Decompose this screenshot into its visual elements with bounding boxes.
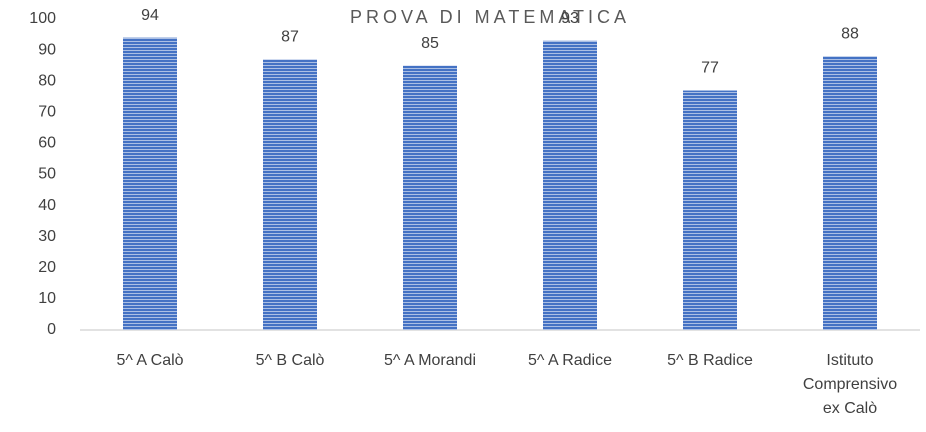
data-label: 77 bbox=[701, 60, 719, 77]
y-tick-label: 50 bbox=[38, 166, 56, 183]
y-tick-label: 10 bbox=[38, 290, 56, 307]
data-label: 85 bbox=[421, 35, 439, 52]
bar bbox=[823, 56, 877, 330]
y-tick-label: 70 bbox=[38, 104, 56, 121]
chart-title: PROVA DI MATEMATICA bbox=[350, 7, 630, 27]
data-label: 93 bbox=[561, 10, 579, 27]
x-tick-label: 5^ B Radice bbox=[667, 352, 753, 369]
y-tick-label: 60 bbox=[38, 135, 56, 152]
data-label: 88 bbox=[841, 26, 859, 43]
x-tick-label: 5^ B Calò bbox=[256, 352, 325, 369]
x-tick-label: 5^ A Morandi bbox=[384, 352, 476, 369]
bar bbox=[263, 59, 317, 331]
bar bbox=[683, 90, 737, 330]
data-label: 94 bbox=[141, 7, 159, 24]
bar bbox=[403, 65, 457, 331]
y-tick-label: 20 bbox=[38, 259, 56, 276]
data-label: 87 bbox=[281, 29, 299, 46]
x-tick-label: 5^ A Calò bbox=[116, 352, 183, 369]
y-tick-label: 90 bbox=[38, 41, 56, 58]
bar bbox=[543, 40, 597, 331]
y-tick-label: 100 bbox=[29, 10, 56, 27]
y-tick-label: 0 bbox=[47, 321, 56, 338]
bar bbox=[123, 37, 177, 330]
y-tick-label: 40 bbox=[38, 197, 56, 214]
y-tick-label: 30 bbox=[38, 228, 56, 245]
x-tick-label: 5^ A Radice bbox=[528, 352, 612, 369]
x-tick-label: Istituto Comprensivo ex Calò bbox=[803, 352, 897, 417]
y-tick-label: 80 bbox=[38, 72, 56, 89]
